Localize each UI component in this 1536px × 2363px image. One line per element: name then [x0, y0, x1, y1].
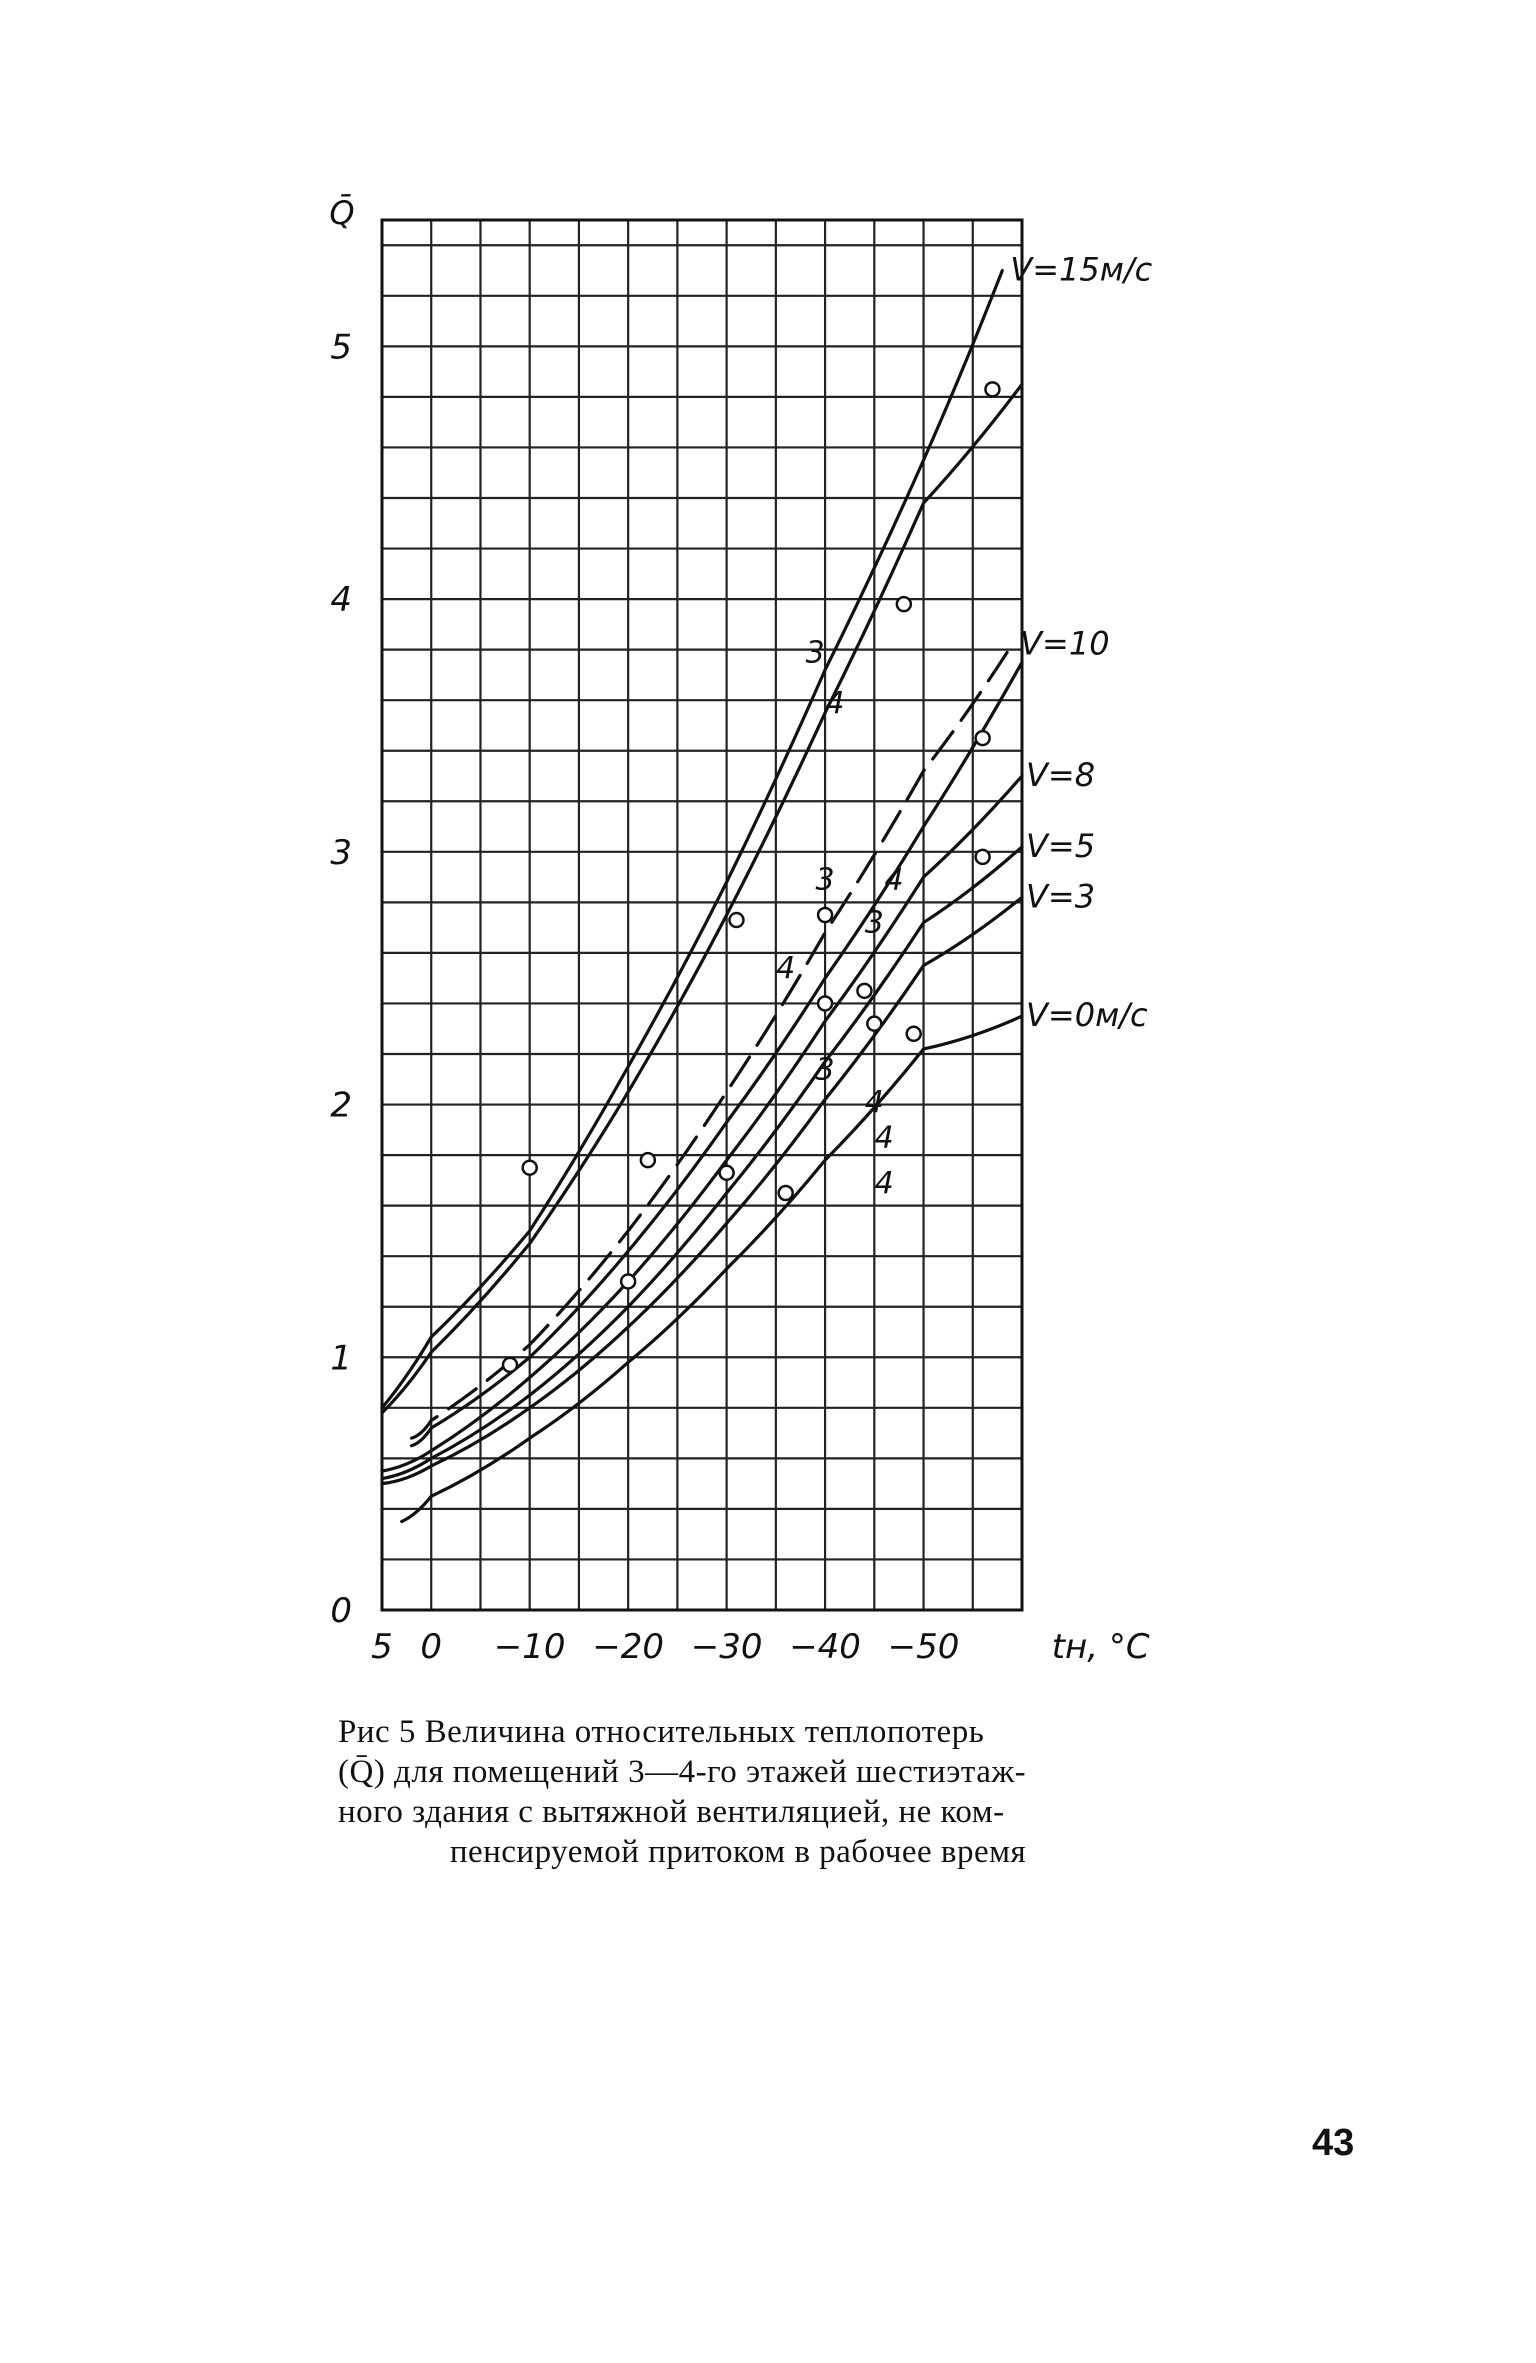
- data-marker-8: [816, 995, 834, 1012]
- data-marker-3: [521, 1159, 538, 1176]
- x-tick-label: 0: [420, 1627, 442, 1667]
- data-marker-6: [974, 848, 991, 866]
- series-lines: [380, 268, 1024, 1524]
- curve-label-2: 3: [816, 863, 835, 898]
- curve-label-9: 4: [875, 1166, 894, 1201]
- page-number: 43: [1312, 2122, 1355, 2164]
- y-tick-label: 4: [330, 580, 352, 620]
- caption-line-4: пенсируемой притоком в рабочее время: [449, 1834, 1027, 1870]
- plot-frame: [380, 218, 1024, 1612]
- series-line-7-curve-4: [400, 1014, 1024, 1524]
- series-label-2: V=10: [1020, 625, 1109, 663]
- series-line-2-curve-3: [409, 642, 1014, 1440]
- curve-label-8: 4: [875, 1121, 894, 1156]
- x-tick-label: −50: [888, 1627, 960, 1667]
- curve-label-6: 3: [816, 1052, 835, 1087]
- data-marker-11: [639, 1151, 657, 1169]
- y-axis-label: Q̄: [329, 193, 354, 232]
- x-tick-label: −20: [592, 1627, 664, 1667]
- x-axis-label: tн, °C: [1052, 1627, 1150, 1667]
- series-line-6-curve-4: [380, 895, 1024, 1486]
- y-tick-label: 0: [330, 1591, 352, 1631]
- y-tick-label: 2: [330, 1086, 352, 1126]
- x-tick-label: −30: [691, 1627, 763, 1667]
- curve-label-4: 3: [865, 906, 884, 941]
- caption-line-1: Рис 5 Величина относительных теплопотерь: [338, 1714, 985, 1750]
- y-tick-label: 1: [330, 1338, 352, 1378]
- data-marker-2: [728, 911, 745, 929]
- series-line-3-curve-4: [409, 660, 1024, 1448]
- curve-label-3: 4: [884, 863, 903, 898]
- curve-label-5: 4: [776, 951, 795, 986]
- series-line-1-curve-4: [380, 382, 1024, 1415]
- curve-label-1: 4: [825, 686, 844, 721]
- data-marker-13: [777, 1184, 794, 1202]
- curve-label-7: 4: [865, 1085, 884, 1120]
- data-marker-12: [718, 1164, 735, 1182]
- curve-label-0: 3: [806, 635, 825, 670]
- data-marker-4: [974, 729, 991, 747]
- data-marker-1: [895, 595, 913, 613]
- series-line-5-curve-4: [380, 845, 1024, 1481]
- series-label-5: V=5: [1026, 827, 1095, 865]
- x-tick-label: −40: [789, 1627, 861, 1667]
- data-marker-14: [619, 1273, 637, 1290]
- series-line-4-curve-4: [380, 774, 1024, 1473]
- series-label-0: V=15м/с: [1010, 251, 1152, 289]
- caption-line-3: ного здания с вытяжной вентиляцией, не к…: [338, 1794, 1005, 1830]
- y-tick-label: 3: [330, 833, 352, 873]
- data-markers: [501, 381, 1001, 1374]
- data-marker-0: [984, 381, 1001, 398]
- data-marker-15: [501, 1356, 519, 1374]
- caption-line-2: (Q̄) для помещений 3—4-го этажей шестиэт…: [338, 1754, 1027, 1790]
- figure-caption: Рис 5 Величина относительных теплопотерь…: [338, 1712, 1218, 1872]
- series-line-0-curve-3: [380, 268, 1004, 1410]
- series-label-7: V=0м/с: [1026, 996, 1148, 1034]
- series-label-6: V=3: [1026, 877, 1095, 915]
- grid: [380, 218, 1024, 1612]
- data-marker-10: [905, 1025, 922, 1043]
- y-tick-label: 5: [330, 327, 352, 367]
- data-marker-7: [856, 982, 873, 1000]
- data-marker-5: [816, 906, 834, 924]
- x-tick-label: −10: [494, 1627, 566, 1667]
- series-label-4: V=8: [1026, 756, 1095, 794]
- x-tick-label: 5: [371, 1627, 393, 1667]
- data-marker-9: [866, 1015, 883, 1032]
